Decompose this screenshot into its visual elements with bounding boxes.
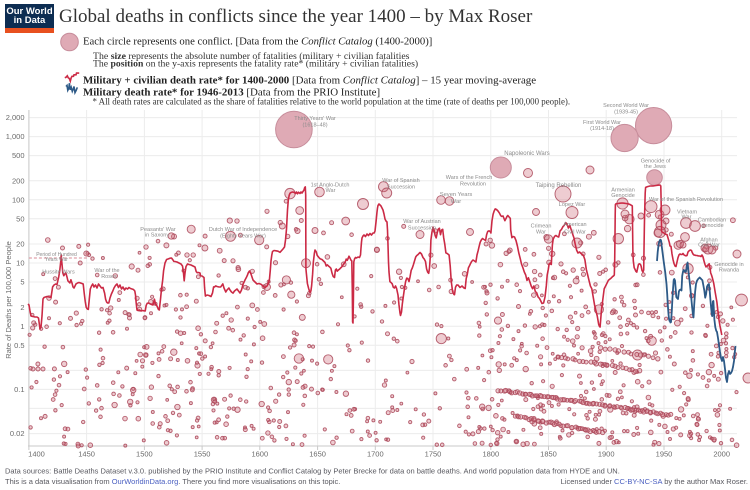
svg-text:Military death rate* for 1946-: Military death rate* for 1946-2013 [Data… xyxy=(83,87,380,99)
svg-text:0.1: 0.1 xyxy=(14,385,24,394)
svg-text:in Saxony: in Saxony xyxy=(145,233,169,239)
svg-text:(1939-45): (1939-45) xyxy=(614,110,638,116)
svg-text:1650: 1650 xyxy=(309,450,326,459)
svg-text:Vietnam: Vietnam xyxy=(677,209,697,215)
svg-text:Taiping Rebellion: Taiping Rebellion xyxy=(536,183,582,189)
svg-text:Data sources: Battle Deaths Da: Data sources: Battle Deaths Dataset v.3.… xyxy=(5,467,620,476)
svg-text:200: 200 xyxy=(12,176,25,185)
svg-text:The size represents the absolu: The size represents the absolute number … xyxy=(93,51,410,62)
svg-text:Peasants' War: Peasants' War xyxy=(140,227,176,233)
svg-text:500: 500 xyxy=(12,151,25,160)
svg-text:1: 1 xyxy=(20,322,24,331)
svg-text:1850: 1850 xyxy=(540,450,557,459)
svg-text:Genocide: Genocide xyxy=(611,193,635,199)
svg-text:Seven Years: Seven Years xyxy=(440,192,473,198)
svg-text:American: American xyxy=(563,222,586,228)
svg-text:1900: 1900 xyxy=(598,450,615,459)
svg-text:Rwanda: Rwanda xyxy=(719,268,740,274)
svg-text:(1914-18): (1914-18) xyxy=(590,126,614,132)
svg-text:100: 100 xyxy=(12,195,25,204)
svg-text:(Eighty Years War): (Eighty Years War) xyxy=(220,234,266,240)
svg-text:0.5: 0.5 xyxy=(14,341,24,350)
svg-text:Rate of Deaths per 100,000 Peo: Rate of Deaths per 100,000 People xyxy=(4,241,13,359)
svg-text:First World War: First World War xyxy=(583,120,621,126)
svg-text:War of Spanish: War of Spanish xyxy=(382,178,419,184)
svg-text:Dutch War of Independence: Dutch War of Independence xyxy=(209,227,277,233)
svg-text:1950: 1950 xyxy=(656,450,673,459)
svg-text:Armenian: Armenian xyxy=(611,187,635,193)
svg-text:War: War xyxy=(536,229,546,235)
svg-text:50: 50 xyxy=(16,214,24,223)
svg-text:Genocide of: Genocide of xyxy=(641,159,671,165)
svg-text:Civil War: Civil War xyxy=(564,229,586,235)
svg-text:1800: 1800 xyxy=(482,450,499,459)
svg-text:Afghan: Afghan xyxy=(700,237,717,243)
svg-text:1750: 1750 xyxy=(425,450,442,459)
svg-text:(1618–48): (1618–48) xyxy=(302,123,327,129)
svg-text:Military + civilian death rate: Military + civilian death rate* for 1400… xyxy=(83,75,536,87)
svg-text:Licensed under CC-BY-NC-SA by: Licensed under CC-BY-NC-SA by the author… xyxy=(561,477,748,486)
svg-text:Second World War: Second World War xyxy=(603,103,649,109)
svg-text:Civil War: Civil War xyxy=(698,243,720,249)
svg-text:War of the: War of the xyxy=(94,268,119,274)
svg-text:Napoleonic Wars: Napoleonic Wars xyxy=(504,151,549,157)
svg-text:Revolution: Revolution xyxy=(460,181,486,187)
svg-text:5: 5 xyxy=(20,278,24,287)
svg-text:1550: 1550 xyxy=(194,450,211,459)
svg-text:War: War xyxy=(682,214,692,220)
svg-text:1600: 1600 xyxy=(251,450,268,459)
svg-text:Succession: Succession xyxy=(387,184,415,190)
svg-text:This is a data visualisation f: This is a data visualisation from OurWor… xyxy=(5,477,340,486)
svg-text:2000: 2000 xyxy=(713,450,730,459)
svg-text:1,000: 1,000 xyxy=(6,132,25,141)
svg-text:Wars of the French: Wars of the French xyxy=(446,175,493,181)
svg-text:1st Anglo-Dutch: 1st Anglo-Dutch xyxy=(311,183,350,189)
svg-text:* All death rates are calculat: * All death rates are calculated as the … xyxy=(93,97,571,107)
svg-text:2: 2 xyxy=(20,303,24,312)
svg-text:2,000: 2,000 xyxy=(6,113,25,122)
svg-text:1450: 1450 xyxy=(78,450,95,459)
svg-text:Global deaths in conflicts sin: Global deaths in conflicts since the yea… xyxy=(59,6,533,27)
svg-text:10: 10 xyxy=(16,259,24,268)
svg-text:Roses: Roses xyxy=(101,274,117,280)
svg-text:0.02: 0.02 xyxy=(10,429,25,438)
svg-text:The position on the y-axis rep: The position on the y-axis represents th… xyxy=(93,59,418,70)
svg-text:Succession: Succession xyxy=(408,225,436,231)
svg-text:Lopez War: Lopez War xyxy=(559,202,586,208)
svg-text:Each circle represents one con: Each circle represents one conflict. [Da… xyxy=(83,36,432,48)
svg-text:War of the Spanish Revolution: War of the Spanish Revolution xyxy=(649,197,723,203)
svg-text:the Jews: the Jews xyxy=(644,164,666,170)
svg-text:1700: 1700 xyxy=(367,450,384,459)
svg-text:genocide: genocide xyxy=(701,223,723,229)
svg-text:1400: 1400 xyxy=(28,450,45,459)
svg-text:War: War xyxy=(451,199,461,205)
svg-text:War: War xyxy=(326,188,336,194)
svg-text:War of Austrian: War of Austrian xyxy=(403,219,440,225)
svg-text:Thirty Years' War: Thirty Years' War xyxy=(294,116,336,122)
svg-text:Genocide in: Genocide in xyxy=(714,262,743,268)
svg-text:Period of Hundred: Period of Hundred xyxy=(36,252,77,258)
svg-text:20: 20 xyxy=(16,240,24,249)
svg-text:Years War: Years War xyxy=(45,257,68,263)
svg-text:Hussite Wars: Hussite Wars xyxy=(42,269,75,275)
svg-text:Cambodian: Cambodian xyxy=(698,217,726,223)
svg-text:Crimean: Crimean xyxy=(531,223,552,229)
svg-text:1500: 1500 xyxy=(136,450,153,459)
